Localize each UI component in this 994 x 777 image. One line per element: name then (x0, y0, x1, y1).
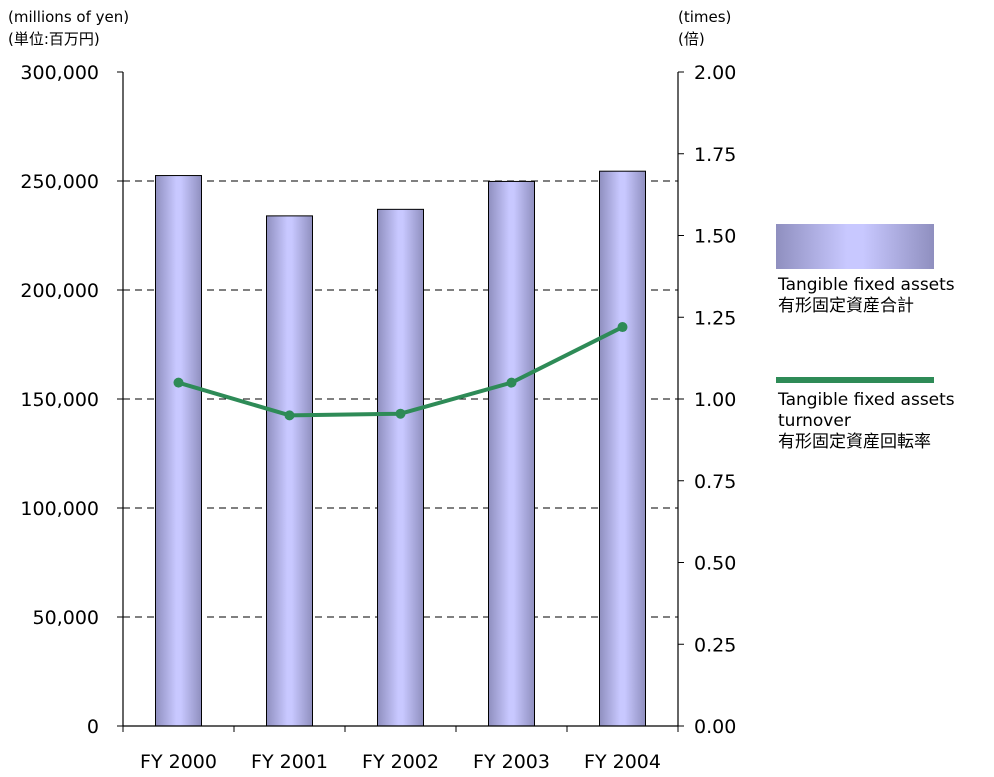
right-tick-label: 1.75 (694, 144, 736, 166)
right-tick-label: 0.00 (694, 716, 736, 738)
legend-line-label-en-2: turnover (778, 411, 851, 431)
bar-series (155, 170, 646, 727)
bar (599, 170, 646, 727)
left-tick-label: 50,000 (33, 607, 99, 629)
category-label: FY 2002 (362, 751, 439, 773)
legend-line-label-en-1: Tangible fixed assets (778, 390, 955, 410)
left-tick-label: 0 (87, 716, 99, 738)
left-tick-label: 250,000 (20, 171, 99, 193)
right-tick-label: 1.50 (694, 226, 736, 248)
left-unit-en: (millions of yen) (8, 8, 129, 26)
left-tick-label: 150,000 (20, 389, 99, 411)
legend-line-label-ja: 有形固定資産回転率 (778, 432, 931, 452)
turnover-point (284, 410, 295, 421)
turnover-point (506, 377, 517, 388)
turnover-point (173, 377, 184, 388)
category-label: FY 2003 (473, 751, 550, 773)
legend-line-swatch (776, 377, 934, 383)
legend-bar-label: Tangible fixed assets 有形固定資産合計 (778, 275, 955, 317)
axes (117, 71, 684, 732)
turnover-point (617, 322, 628, 333)
right-unit-ja: (倍) (678, 30, 705, 48)
right-tick-label: 0.75 (694, 471, 736, 493)
right-tick-label: 2.00 (694, 62, 736, 84)
bar (155, 175, 202, 727)
right-tick-label: 1.25 (694, 307, 736, 329)
left-tick-label: 300,000 (20, 62, 99, 84)
legend-line-label: Tangible fixed assets turnover 有形固定資産回転率 (778, 390, 955, 453)
bar (488, 180, 535, 727)
tick-labels: 0 50,000 100,000 150,000 200,000 250,000 300,0… (20, 62, 736, 773)
bar (266, 215, 313, 727)
bar (377, 208, 424, 727)
legend-bar-swatch (776, 224, 934, 269)
left-unit-ja: (単位:百万円) (8, 30, 100, 48)
left-tick-label: 200,000 (20, 280, 99, 302)
category-label: FY 2000 (140, 751, 217, 773)
left-tick-label: 100,000 (20, 498, 99, 520)
category-label: FY 2001 (251, 751, 328, 773)
right-tick-label: 0.25 (694, 634, 736, 656)
legend-bar-label-en: Tangible fixed assets (778, 275, 955, 295)
turnover-point (395, 408, 406, 419)
turnover-line-series (173, 322, 628, 421)
right-tick-label: 1.00 (694, 389, 736, 411)
right-tick-label: 0.50 (694, 553, 736, 575)
legend-bar-label-ja: 有形固定資産合計 (778, 296, 914, 316)
category-label: FY 2004 (584, 751, 661, 773)
right-unit-en: (times) (678, 8, 731, 26)
